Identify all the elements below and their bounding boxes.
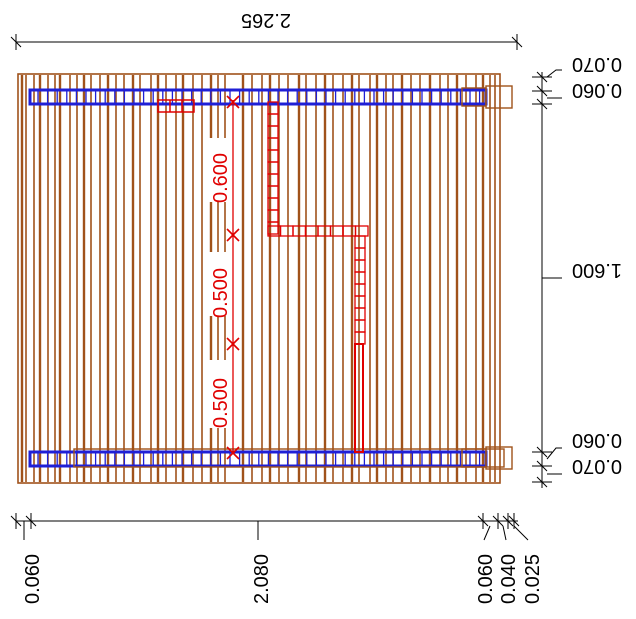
bottom-rail [28, 450, 488, 468]
red-step [354, 331, 366, 345]
right-dim-top-rail: 0.060 [572, 79, 622, 101]
bottom-dim-left-rail: 0.060 [22, 554, 44, 604]
bottom-dim-gap: 0.040 [498, 554, 520, 604]
red-step [354, 295, 366, 309]
red-step [342, 225, 357, 237]
right-dim-top-offset: 0.070 [572, 53, 622, 75]
right-dim-span: 1.600 [572, 259, 622, 281]
red-step [354, 271, 366, 285]
bottom-dimensions [10, 513, 529, 541]
red-layout [157, 99, 369, 453]
red-step [354, 283, 366, 297]
red-dim-0600: 0.600 [210, 153, 232, 203]
red-step [354, 247, 366, 261]
top-rail [28, 88, 488, 106]
right-dim-bottom-offset: 0.070 [572, 455, 622, 477]
rail-end-brackets [73, 85, 513, 470]
bottom-dim-span: 2.080 [251, 554, 273, 604]
right-dimensions [532, 69, 562, 488]
deck-boards [17, 73, 501, 484]
top-dimension [10, 34, 523, 50]
red-step [354, 235, 366, 249]
red-dim-0500-upper: 0.500 [210, 268, 232, 318]
red-step [279, 225, 294, 237]
top-dimension-label: 2.265 [241, 9, 291, 31]
red-step [354, 319, 366, 333]
bottom-dim-overhang: 0.025 [522, 554, 544, 604]
red-step [354, 307, 366, 321]
right-dim-bottom-rail: 0.060 [572, 429, 622, 451]
red-dimension-line [226, 95, 240, 460]
bottom-dim-right-rail: 0.060 [475, 554, 497, 604]
red-dim-0500-lower: 0.500 [210, 378, 232, 428]
red-step [354, 259, 366, 273]
red-step [354, 225, 369, 237]
board-field-outline [17, 73, 501, 484]
